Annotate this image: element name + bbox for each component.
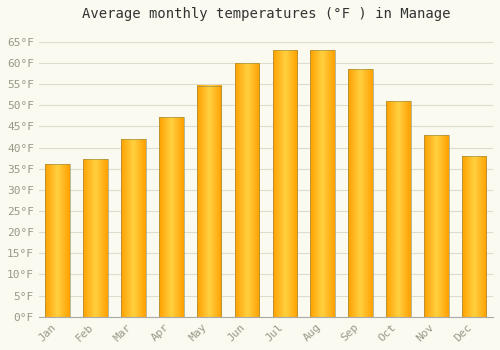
Bar bbox=[462, 156, 486, 317]
Bar bbox=[84, 159, 108, 317]
Bar bbox=[424, 135, 448, 317]
Bar bbox=[272, 50, 297, 317]
Bar bbox=[234, 63, 260, 317]
Bar bbox=[121, 139, 146, 317]
Bar bbox=[310, 50, 335, 317]
Title: Average monthly temperatures (°F ) in Manage: Average monthly temperatures (°F ) in Ma… bbox=[82, 7, 450, 21]
Bar bbox=[46, 164, 70, 317]
Bar bbox=[386, 101, 410, 317]
Bar bbox=[348, 69, 373, 317]
Bar bbox=[197, 86, 222, 317]
Bar bbox=[159, 117, 184, 317]
